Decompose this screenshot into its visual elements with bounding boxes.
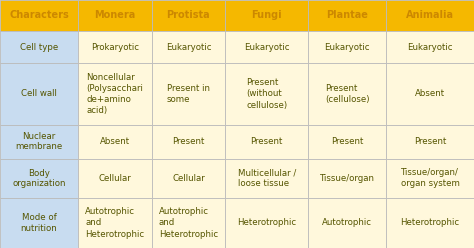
Bar [78,0,152,31]
Bar [225,31,308,63]
Bar [78,31,152,63]
Text: Mode of
nutrition: Mode of nutrition [21,213,57,233]
Text: Tissue/organ: Tissue/organ [319,174,375,183]
Bar [386,31,474,63]
Text: Cellular: Cellular [99,174,131,183]
Text: Present in
some: Present in some [167,84,210,104]
Text: Cell type: Cell type [20,43,58,52]
Bar [152,0,225,31]
Text: Absent: Absent [100,137,130,146]
Text: Autotrophic
and
Heterotrophic: Autotrophic and Heterotrophic [159,207,218,239]
Text: Cell wall: Cell wall [21,90,57,98]
Bar [386,63,474,125]
Bar [78,125,152,159]
Text: Noncellular
(Polysacchari
de+amino
acid): Noncellular (Polysacchari de+amino acid) [87,73,143,115]
Text: Present
(without
cellulose): Present (without cellulose) [246,78,287,110]
Bar [225,125,308,159]
Bar [386,0,474,31]
Text: Multicellular /
loose tissue: Multicellular / loose tissue [237,168,296,188]
Bar [308,125,386,159]
Text: Protista: Protista [166,10,210,20]
Bar [308,198,386,248]
Bar [225,159,308,198]
Text: Cellular: Cellular [172,174,205,183]
Bar [386,125,474,159]
Text: Eukaryotic: Eukaryotic [166,43,211,52]
Text: Body
organization: Body organization [12,169,66,188]
Bar [308,0,386,31]
Text: Characters: Characters [9,10,69,20]
Text: Heterotrophic: Heterotrophic [401,218,460,227]
Bar [386,159,474,198]
Text: Eukaryotic: Eukaryotic [408,43,453,52]
Text: Present: Present [172,137,205,146]
Bar [225,63,308,125]
Bar [308,159,386,198]
Bar [0,63,78,125]
Bar [78,159,152,198]
Text: Present: Present [250,137,283,146]
Text: Eukaryotic: Eukaryotic [325,43,370,52]
Bar [0,198,78,248]
Bar [0,31,78,63]
Bar [0,125,78,159]
Text: Plantae: Plantae [326,10,368,20]
Text: Tissue/organ/
organ system: Tissue/organ/ organ system [401,168,460,188]
Text: Present: Present [414,137,447,146]
Text: Autotrophic
and
Heterotrophic: Autotrophic and Heterotrophic [85,207,145,239]
Text: Nuclear
membrane: Nuclear membrane [16,132,63,152]
Bar [225,198,308,248]
Bar [386,198,474,248]
Text: Prokaryotic: Prokaryotic [91,43,139,52]
Text: Heterotrophic: Heterotrophic [237,218,296,227]
Text: Present
(cellulose): Present (cellulose) [325,84,369,104]
Bar [152,198,225,248]
Text: Fungi: Fungi [251,10,282,20]
Text: Present: Present [331,137,364,146]
Text: Eukaryotic: Eukaryotic [244,43,289,52]
Bar [0,0,78,31]
Bar [152,159,225,198]
Text: Autotrophic: Autotrophic [322,218,372,227]
Bar [0,159,78,198]
Bar [78,198,152,248]
Text: Animalia: Animalia [406,10,454,20]
Bar [152,125,225,159]
Bar [78,63,152,125]
Bar [308,63,386,125]
Text: Absent: Absent [415,90,445,98]
Bar [152,31,225,63]
Text: Monera: Monera [94,10,136,20]
Bar [152,63,225,125]
Bar [308,31,386,63]
Bar [225,0,308,31]
